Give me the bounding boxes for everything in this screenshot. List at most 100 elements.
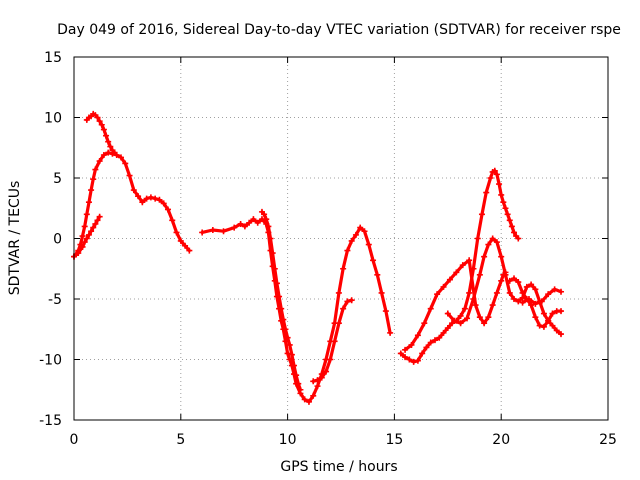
data-point xyxy=(276,293,283,300)
data-point xyxy=(502,271,509,278)
data-point xyxy=(382,308,389,315)
tick-labels: 0 5 10 15 20 25 15 10 5 0 -5 -10 -15 xyxy=(39,50,617,448)
data-point xyxy=(117,154,124,161)
data-point xyxy=(288,351,295,358)
data-point xyxy=(532,314,539,321)
data-point xyxy=(231,224,238,231)
data-point xyxy=(81,223,88,230)
data-point xyxy=(483,189,490,196)
data-point xyxy=(508,223,515,230)
data-point xyxy=(105,138,112,145)
data-point xyxy=(434,291,441,298)
data-point xyxy=(536,322,543,329)
data-point xyxy=(519,299,526,306)
data-point xyxy=(79,233,86,240)
data-point xyxy=(263,216,270,223)
data-point xyxy=(348,297,355,304)
data-point xyxy=(352,231,359,238)
data-point xyxy=(361,228,368,235)
data-point xyxy=(519,289,526,296)
data-point xyxy=(246,219,253,226)
data-point xyxy=(481,320,488,327)
data-point xyxy=(297,386,304,393)
data-point xyxy=(466,289,473,296)
x-tick-label: 10 xyxy=(279,432,297,448)
data-point xyxy=(314,377,321,384)
data-point xyxy=(83,235,90,242)
data-point xyxy=(271,265,278,272)
data-point xyxy=(558,331,565,338)
y-tick-label: 10 xyxy=(44,111,62,127)
data-point xyxy=(378,289,385,296)
x-tick-label: 20 xyxy=(492,432,510,448)
data-point xyxy=(493,289,500,296)
data-point xyxy=(139,199,146,206)
data-point xyxy=(265,223,272,230)
data-point xyxy=(466,257,473,264)
data-point xyxy=(254,219,261,226)
data-point xyxy=(540,323,547,330)
data-point xyxy=(506,289,513,296)
data-point xyxy=(408,341,415,348)
data-point xyxy=(558,308,565,315)
data-point xyxy=(436,334,443,341)
y-axis-label: SDTVAR / TECUs xyxy=(7,181,23,296)
data-point xyxy=(209,227,216,234)
data-point xyxy=(100,152,107,159)
y-tick-label: 0 xyxy=(53,232,62,248)
data-point xyxy=(502,205,509,212)
data-point xyxy=(335,320,342,327)
data-point xyxy=(365,241,372,248)
data-point xyxy=(107,143,114,150)
data-point xyxy=(532,286,539,293)
data-point xyxy=(515,279,522,286)
data-point xyxy=(105,149,112,156)
data-point xyxy=(301,396,308,403)
x-tick-label: 0 xyxy=(70,432,79,448)
data-point xyxy=(96,118,103,125)
data-point xyxy=(92,220,99,227)
data-point xyxy=(498,253,505,260)
data-point xyxy=(295,380,302,387)
data-point xyxy=(402,354,409,361)
data-point xyxy=(370,257,377,264)
data-point xyxy=(280,316,287,323)
data-point xyxy=(431,337,438,344)
data-point xyxy=(96,213,103,220)
data-point xyxy=(267,235,274,242)
data-point xyxy=(419,350,426,357)
data-point xyxy=(160,200,167,207)
data-point xyxy=(85,231,92,238)
data-point xyxy=(498,191,505,198)
data-point xyxy=(81,239,88,246)
data-point xyxy=(90,224,97,231)
series-arc-1b xyxy=(72,151,191,259)
data-point xyxy=(481,253,488,260)
data-point xyxy=(85,199,92,206)
data-point xyxy=(261,211,268,218)
data-series xyxy=(71,110,565,405)
data-point xyxy=(464,315,471,322)
data-point xyxy=(444,325,451,332)
data-point xyxy=(558,288,565,295)
data-point xyxy=(538,298,545,305)
data-point xyxy=(525,296,532,302)
data-point xyxy=(427,305,434,312)
data-point xyxy=(348,237,355,244)
data-point xyxy=(549,310,556,317)
data-point xyxy=(397,350,404,357)
data-point xyxy=(374,271,381,278)
data-point xyxy=(427,339,434,346)
data-point xyxy=(470,296,477,302)
data-point xyxy=(489,302,496,309)
data-point xyxy=(340,305,347,312)
data-point xyxy=(523,283,530,290)
data-point xyxy=(331,338,338,345)
data-point xyxy=(314,383,321,390)
data-point xyxy=(511,275,518,282)
data-point xyxy=(498,277,505,284)
data-point xyxy=(269,250,276,257)
data-point xyxy=(402,346,409,353)
data-point xyxy=(528,302,535,309)
